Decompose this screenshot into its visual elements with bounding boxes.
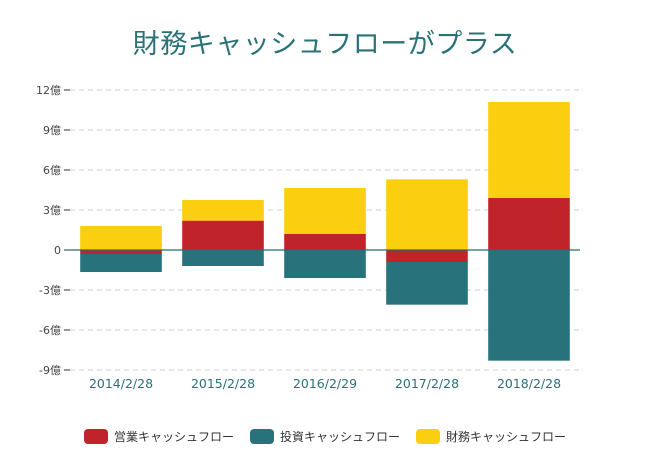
y-axis-ticks: 12億 9億 6億 3億 0 -3億 -6億 -9億 bbox=[36, 84, 70, 377]
chart-title: 財務キャッシュフローがプラス bbox=[132, 29, 518, 60]
legend-item-investing[interactable]: 投資キャッシュフロー bbox=[249, 428, 400, 445]
legend-swatch-investing bbox=[249, 429, 274, 444]
legend: 営業キャッシュフロー 投資キャッシュフロー 財務キャッシュフロー bbox=[0, 428, 650, 445]
x-tick-label: 2014/2/28 bbox=[89, 376, 153, 391]
y-tick-label: 12億 bbox=[36, 84, 61, 97]
bar-segment-2-4[interactable] bbox=[488, 102, 570, 198]
bar-segment-0-2[interactable] bbox=[284, 234, 366, 250]
y-tick-label: -9億 bbox=[39, 364, 61, 377]
legend-item-operating[interactable]: 営業キャッシュフロー bbox=[83, 428, 234, 445]
bar-segment-2-2[interactable] bbox=[284, 188, 366, 234]
bar-segment-2-1[interactable] bbox=[182, 200, 264, 221]
bar-segment-1-1[interactable] bbox=[182, 250, 264, 266]
legend-label-financing: 財務キャッシュフロー bbox=[446, 430, 567, 444]
legend-label-operating: 営業キャッシュフロー bbox=[113, 430, 234, 444]
bar-segment-0-4[interactable] bbox=[488, 198, 570, 250]
y-tick-label: -6億 bbox=[39, 324, 61, 337]
x-tick-label: 2015/2/28 bbox=[191, 376, 255, 391]
bar-segment-1-3[interactable] bbox=[386, 262, 468, 305]
y-tick-label: 0 bbox=[54, 244, 61, 257]
x-axis-labels: 2014/2/28 2015/2/28 2016/2/29 2017/2/28 2018… bbox=[89, 376, 561, 391]
legend-swatch-financing bbox=[416, 429, 440, 444]
legend-label-investing: 投資キャッシュフロー bbox=[279, 430, 400, 444]
bar-segment-0-1[interactable] bbox=[182, 220, 264, 250]
bars bbox=[80, 102, 570, 361]
y-tick-label: -3億 bbox=[39, 284, 61, 297]
bar-segment-2-0[interactable] bbox=[80, 226, 162, 250]
legend-swatch-operating bbox=[83, 429, 108, 444]
y-tick-label: 9億 bbox=[43, 124, 61, 137]
legend-item-financing[interactable]: 財務キャッシュフロー bbox=[416, 428, 566, 445]
bar-segment-0-0[interactable] bbox=[80, 250, 162, 254]
y-tick-label: 6億 bbox=[43, 164, 61, 177]
bar-segment-1-2[interactable] bbox=[284, 250, 366, 278]
x-tick-label: 2017/2/28 bbox=[395, 376, 459, 391]
x-tick-label: 2018/2/28 bbox=[497, 376, 561, 391]
bar-segment-2-3[interactable] bbox=[386, 179, 468, 250]
bar-segment-1-0[interactable] bbox=[80, 254, 162, 272]
bar-segment-0-3[interactable] bbox=[386, 250, 468, 262]
y-tick-label: 3億 bbox=[43, 204, 61, 217]
bar-segment-1-4[interactable] bbox=[488, 250, 570, 361]
x-tick-label: 2016/2/29 bbox=[293, 376, 357, 391]
